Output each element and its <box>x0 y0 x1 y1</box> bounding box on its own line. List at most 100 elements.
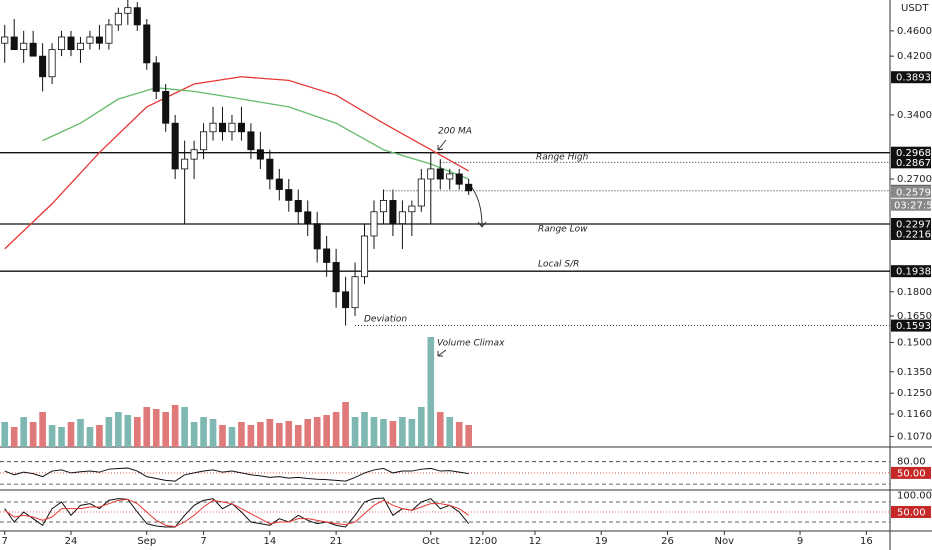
indicator-line <box>4 467 469 482</box>
volume-bar <box>436 412 444 447</box>
volume-bar <box>238 422 245 447</box>
volume-bar <box>152 409 160 447</box>
x-tick-label: Oct <box>422 536 439 547</box>
candle-body <box>67 36 75 51</box>
indicator-line <box>4 498 469 528</box>
volume-bar <box>342 402 349 447</box>
volume-bar <box>389 421 397 447</box>
volume-bar <box>247 425 255 447</box>
volume-bar <box>162 412 170 447</box>
candle-body <box>408 205 416 213</box>
price-box <box>891 217 931 230</box>
volume-bar <box>1 422 9 447</box>
volume-bar <box>133 417 141 447</box>
indicator-line <box>4 497 470 528</box>
x-tick-label: 16 <box>860 536 873 547</box>
volume-bar <box>20 417 27 447</box>
volume-bar <box>48 425 56 447</box>
volume-bar <box>446 417 454 447</box>
price-label: 0.19383 <box>896 267 932 278</box>
candle-body <box>446 173 454 180</box>
x-tick-label: 7 <box>200 536 206 547</box>
marker-label: 50.00 <box>897 468 926 479</box>
price-box <box>891 156 931 169</box>
candle-body <box>247 131 255 151</box>
candle-body <box>133 7 141 26</box>
marker-box <box>891 506 931 518</box>
price-label: 0.38937 <box>896 73 932 84</box>
candle-body <box>332 262 340 293</box>
price-box <box>891 265 931 278</box>
candle-body <box>29 42 37 57</box>
candle-body <box>200 131 208 151</box>
candle-body <box>304 211 312 225</box>
candle-body <box>152 62 160 92</box>
volume-bar <box>171 405 179 447</box>
candle-body <box>351 276 359 309</box>
y-tick-label: 0.10700 <box>897 431 932 442</box>
price-label: 0.25792 <box>896 187 932 198</box>
candle-body <box>190 149 198 160</box>
volume-bar <box>10 427 18 447</box>
volume-bar <box>67 422 75 447</box>
candle-body <box>455 173 463 185</box>
candle-body <box>237 122 245 133</box>
x-tick-label: 26 <box>661 536 674 547</box>
volume-bar <box>105 417 113 447</box>
volume-bar <box>313 417 321 447</box>
price-box <box>891 71 931 84</box>
volume-bar <box>332 412 340 447</box>
volume-bar <box>266 419 274 447</box>
volume-bar <box>294 425 302 447</box>
candle-body <box>389 200 397 225</box>
candle-body <box>465 183 473 192</box>
volume-bar <box>418 407 425 447</box>
candle-body <box>1 36 9 44</box>
candle-body <box>181 158 189 170</box>
candle-body <box>379 200 387 213</box>
candle-body <box>436 168 444 180</box>
candle-body <box>370 211 378 237</box>
volume-bar <box>58 427 65 447</box>
volume-bar <box>86 427 94 447</box>
volume-bar <box>285 421 293 447</box>
x-tick-label: 7 <box>2 536 8 547</box>
y-tick-label: 100.00 <box>897 490 932 501</box>
price-box <box>891 146 931 159</box>
candle-body <box>427 168 435 180</box>
candle-body <box>417 178 425 207</box>
candle-body <box>323 248 331 263</box>
y-tick-label: 80.00 <box>897 457 926 468</box>
candle-body <box>114 12 122 26</box>
volume-bar <box>181 407 188 447</box>
candle-body <box>313 223 321 250</box>
volume-bar <box>275 423 283 447</box>
volume-bar <box>465 425 472 447</box>
price-box <box>891 227 931 240</box>
candle-body <box>171 122 179 170</box>
candle-body <box>124 7 132 14</box>
volume-bar <box>323 415 330 447</box>
candle-body <box>294 200 302 213</box>
volume-bar <box>351 417 359 447</box>
price-label: 0.15939 <box>896 321 932 332</box>
candle-body <box>285 189 293 201</box>
volume-bar <box>455 422 463 447</box>
candle-body <box>228 122 236 133</box>
timer: 03:27:52 <box>894 200 932 211</box>
candle-body <box>10 36 18 51</box>
annotation: Volume Climax <box>437 339 505 349</box>
candle-body <box>218 122 227 133</box>
volume-bar <box>399 417 406 447</box>
volume-bar <box>29 422 37 447</box>
volume-bar <box>124 415 132 447</box>
moving-average <box>42 87 469 180</box>
